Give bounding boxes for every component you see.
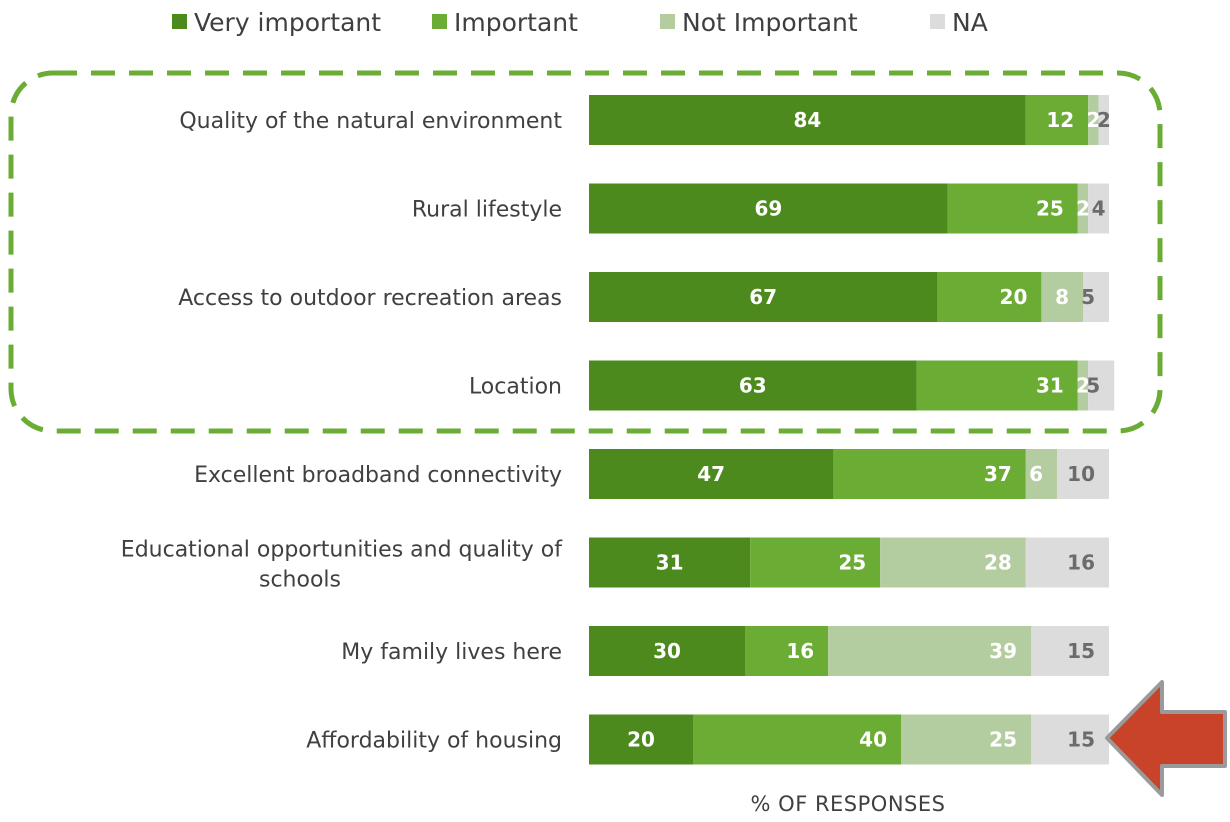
data-label-important: 20 — [1000, 285, 1028, 309]
bar-na — [1031, 626, 1109, 676]
chart-legend: Very important Important Not Important NA — [172, 8, 988, 37]
data-label-not-important: 2 — [1076, 374, 1090, 398]
bar-na — [1083, 272, 1109, 322]
bar-very-important — [589, 183, 948, 234]
data-label-very-important: 63 — [739, 374, 767, 398]
data-label-very-important: 31 — [656, 551, 684, 575]
category-label: Quality of the natural environment — [179, 109, 562, 134]
highlight-arrow — [1105, 680, 1227, 797]
legend-label-not-important: Not Important — [682, 8, 858, 37]
bar-important — [937, 272, 1042, 322]
bar-important — [745, 626, 829, 676]
category-label: My family lives here — [341, 640, 562, 665]
data-label-very-important: 69 — [754, 197, 782, 221]
data-label-not-important: 2 — [1076, 197, 1090, 221]
bar-na — [1088, 360, 1115, 411]
bar-not-important — [1077, 183, 1089, 234]
data-label-not-important: 8 — [1055, 285, 1069, 309]
bar-not-important — [828, 626, 1031, 676]
category-label: Affordability of housing — [306, 729, 562, 754]
bar-important — [693, 714, 901, 765]
category-label: Educational opportunities and quality of… — [121, 538, 563, 593]
data-label-na: 16 — [1067, 551, 1095, 575]
data-label-not-important: 28 — [984, 551, 1012, 575]
bar-very-important — [589, 95, 1026, 145]
data-label-na: 15 — [1067, 639, 1095, 663]
category-label: Excellent broadband connectivity — [194, 463, 562, 488]
data-label-not-important: 6 — [1029, 462, 1043, 486]
data-label-important: 25 — [838, 551, 866, 575]
data-label-na: 10 — [1067, 462, 1095, 486]
data-label-na: 5 — [1081, 285, 1095, 309]
data-label-not-important: 2 — [1086, 108, 1100, 132]
legend-label-very-important: Very important — [194, 8, 381, 37]
bar-very-important — [589, 714, 693, 765]
data-label-important: 40 — [859, 728, 887, 752]
bar-not-important — [1088, 95, 1099, 145]
data-label-important: 37 — [984, 462, 1012, 486]
bar-not-important — [1025, 449, 1057, 499]
bar-not-important — [1041, 272, 1083, 322]
legend-swatch-important — [432, 14, 447, 29]
bar-very-important — [589, 537, 751, 588]
data-label-na: 2 — [1097, 108, 1111, 132]
data-label-na: 4 — [1092, 197, 1106, 221]
bar-very-important — [589, 272, 938, 322]
x-axis-label: % OF RESPONSES — [751, 792, 946, 816]
data-label-important: 16 — [786, 639, 814, 663]
bar-not-important — [901, 714, 1031, 765]
data-label-important: 31 — [1036, 374, 1064, 398]
bar-na — [1088, 183, 1109, 234]
bar-na — [1031, 714, 1109, 765]
bar-important — [750, 537, 881, 588]
data-label-not-important: 25 — [989, 728, 1017, 752]
data-label-important: 12 — [1046, 108, 1074, 132]
bar-not-important — [1077, 360, 1089, 411]
bar-important — [833, 449, 1026, 499]
bar-important — [1025, 95, 1089, 145]
legend-swatch-not-important — [660, 14, 675, 29]
legend-swatch-na — [930, 14, 945, 29]
bar-not-important — [880, 537, 1026, 588]
data-label-very-important: 67 — [749, 285, 777, 309]
data-label-very-important: 30 — [653, 639, 681, 663]
category-label: Rural lifestyle — [412, 198, 562, 223]
data-label-na: 5 — [1086, 374, 1100, 398]
bar-important — [947, 183, 1078, 234]
data-label-very-important: 84 — [793, 108, 821, 132]
bar-na — [1025, 537, 1109, 588]
bar-very-important — [589, 626, 745, 676]
bar-na — [1057, 449, 1109, 499]
data-label-na: 15 — [1067, 728, 1095, 752]
highlight-box — [8, 70, 1163, 434]
legend-swatch-very-important — [172, 14, 187, 29]
bar-important — [916, 360, 1078, 411]
category-label: Location — [469, 375, 562, 400]
bar-very-important — [589, 360, 917, 411]
data-label-very-important: 47 — [697, 462, 725, 486]
category-labels: Quality of the natural environment Rural … — [121, 109, 563, 754]
category-label: Access to outdoor recreation areas — [178, 286, 562, 311]
bar-very-important — [589, 449, 834, 499]
data-label-not-important: 39 — [989, 639, 1017, 663]
data-label-important: 25 — [1036, 197, 1064, 221]
legend-label-important: Important — [454, 8, 578, 37]
legend-label-na: NA — [952, 8, 988, 37]
data-label-very-important: 20 — [627, 728, 655, 752]
bar-na — [1098, 95, 1109, 145]
